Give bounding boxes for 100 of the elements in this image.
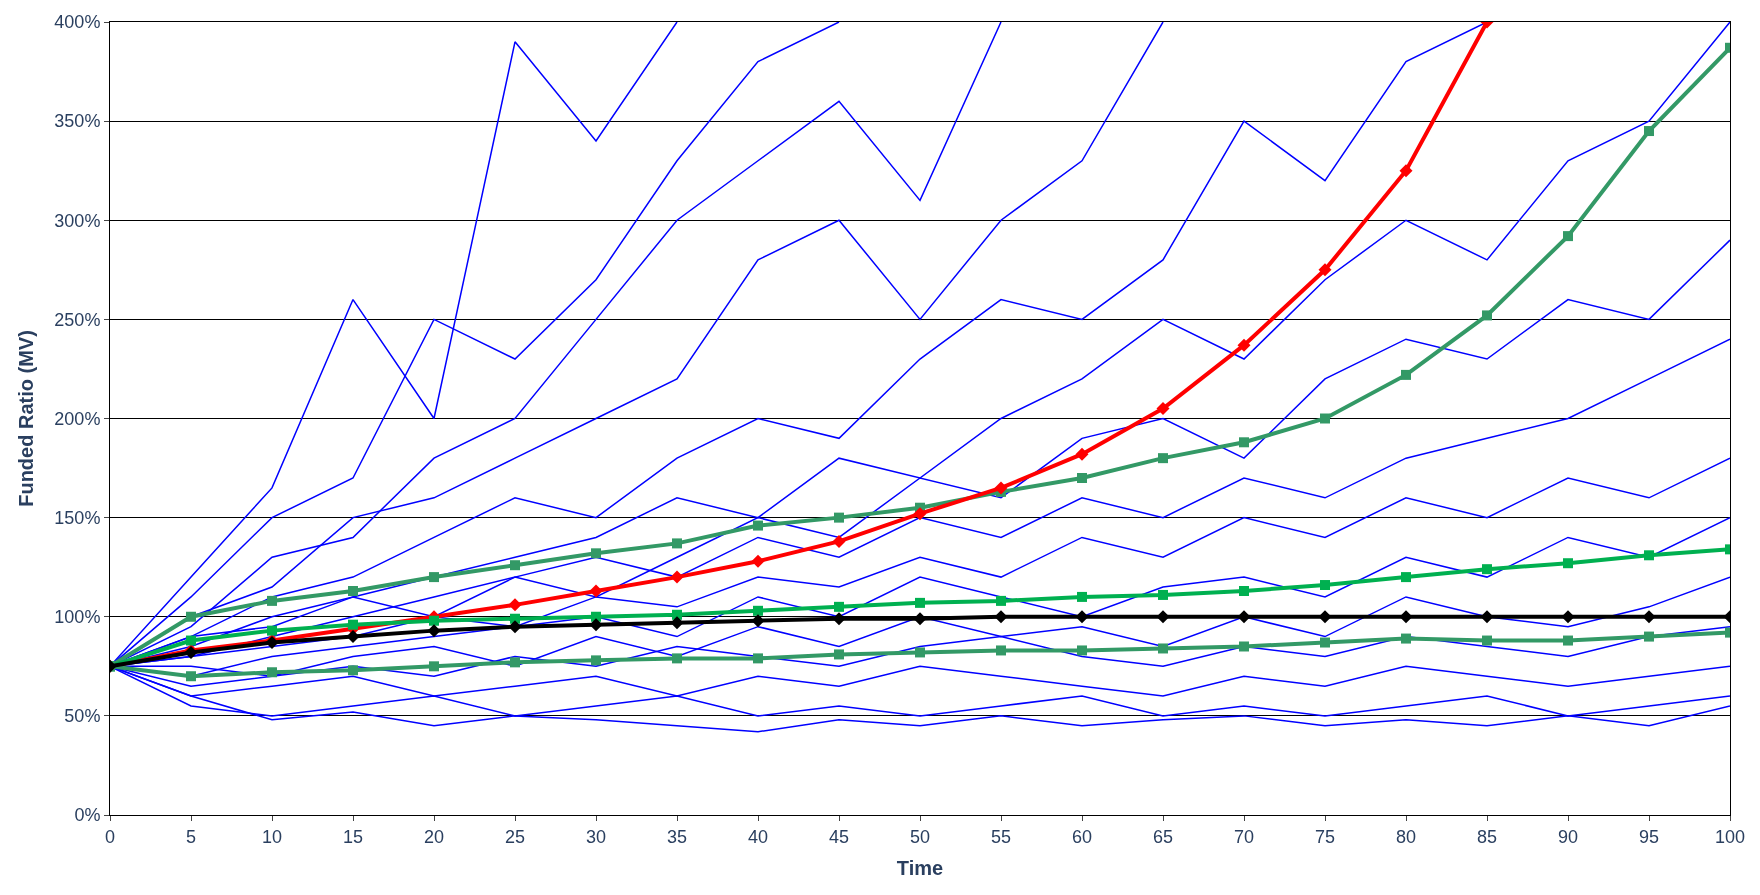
x-tick-label: 95 <box>1638 826 1660 847</box>
point <box>1239 585 1249 596</box>
point <box>1077 472 1087 483</box>
x-tick-label: 55 <box>990 826 1012 847</box>
y-tick-label: 200% <box>54 408 101 429</box>
point <box>1482 310 1492 321</box>
point <box>1156 610 1170 624</box>
y-tick-label: 50% <box>64 706 101 727</box>
x-tick-label: 15 <box>342 826 364 847</box>
point <box>510 560 520 571</box>
point <box>1239 641 1249 652</box>
point <box>589 618 603 632</box>
point <box>1563 231 1573 242</box>
point <box>429 661 439 672</box>
point <box>751 614 765 628</box>
x-tick-label: 50 <box>909 826 931 847</box>
point <box>670 616 684 630</box>
point <box>913 612 927 626</box>
point <box>429 572 439 583</box>
point <box>1320 637 1330 648</box>
point <box>753 605 763 616</box>
y-tick-label: 0% <box>74 805 101 826</box>
x-tick-label: 45 <box>828 826 850 847</box>
point <box>1480 610 1494 624</box>
point <box>429 615 439 626</box>
point <box>1482 635 1492 646</box>
point <box>1642 610 1656 624</box>
point <box>1237 610 1251 624</box>
point <box>346 630 360 644</box>
x-tick-label: 70 <box>1233 826 1255 847</box>
point <box>186 635 196 646</box>
x-tick-label: 0 <box>104 826 116 847</box>
point <box>753 653 763 664</box>
point <box>591 548 601 559</box>
point <box>1077 645 1087 656</box>
x-tick-label: 35 <box>666 826 688 847</box>
x-axis-title: Time <box>896 857 944 880</box>
point <box>348 665 358 676</box>
point <box>1399 610 1413 624</box>
y-tick-label: 300% <box>54 210 101 231</box>
point <box>510 657 520 668</box>
point <box>591 655 601 666</box>
point <box>1563 558 1573 569</box>
point <box>1401 633 1411 644</box>
point <box>834 512 844 523</box>
x-tick-label: 100 <box>1714 826 1746 847</box>
x-tick-label: 20 <box>423 826 445 847</box>
point <box>1158 453 1168 464</box>
x-tick-label: 75 <box>1314 826 1336 847</box>
x-tick-label: 30 <box>585 826 607 847</box>
y-tick-label: 250% <box>54 309 101 330</box>
y-tick-label: 400% <box>54 12 101 33</box>
point <box>1644 631 1654 642</box>
point <box>589 584 603 598</box>
y-tick-label: 150% <box>54 507 101 528</box>
y-tick-label: 350% <box>54 111 101 132</box>
point <box>1320 413 1330 424</box>
x-tick-label: 80 <box>1395 826 1417 847</box>
point <box>832 612 846 626</box>
point <box>832 534 846 548</box>
point <box>1320 580 1330 591</box>
point <box>186 611 196 622</box>
point <box>1482 564 1492 575</box>
point <box>915 597 925 608</box>
point <box>1399 164 1413 178</box>
point <box>1401 369 1411 380</box>
x-tick-label: 5 <box>185 826 197 847</box>
point <box>672 538 682 549</box>
point <box>348 619 358 630</box>
point <box>1239 437 1249 448</box>
point <box>996 645 1006 656</box>
point <box>1237 338 1251 352</box>
point <box>267 625 277 636</box>
x-tick-label: 60 <box>1071 826 1093 847</box>
point <box>186 671 196 682</box>
x-tick-label: 25 <box>504 826 526 847</box>
point <box>1318 263 1332 277</box>
point <box>834 649 844 660</box>
point <box>994 481 1008 495</box>
point <box>1075 447 1089 461</box>
point <box>267 667 277 678</box>
x-tick-label: 65 <box>1152 826 1174 847</box>
y-axis-title: Funded Ratio (MV) <box>14 330 37 507</box>
point <box>508 620 522 634</box>
point <box>1401 572 1411 583</box>
x-tick-label: 40 <box>747 826 769 847</box>
point <box>1158 643 1168 654</box>
point <box>508 598 522 612</box>
x-tick-label: 90 <box>1557 826 1579 847</box>
point <box>670 570 684 584</box>
point <box>753 520 763 531</box>
point <box>1077 591 1087 602</box>
point <box>996 595 1006 606</box>
point <box>348 585 358 596</box>
point <box>913 507 927 521</box>
point <box>1156 402 1170 416</box>
point <box>751 554 765 568</box>
x-tick-label: 10 <box>261 826 283 847</box>
point <box>672 653 682 664</box>
point <box>1644 550 1654 561</box>
